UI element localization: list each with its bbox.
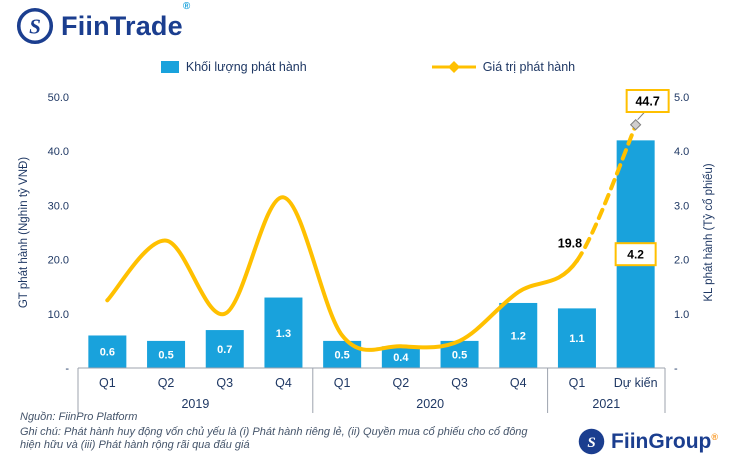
fiintrade-wordmark: FiinTrade xyxy=(61,10,183,41)
bar-value-label: 1.1 xyxy=(569,333,584,345)
bar-value-label: 1.3 xyxy=(276,328,291,340)
fiingroup-wordmark: FiinGroup xyxy=(611,429,712,453)
fiingroup-logo: S FiinGroup® xyxy=(578,428,718,455)
volume-bar-2 xyxy=(205,330,244,368)
bar-value-label: 0.4 xyxy=(393,352,409,364)
x-category-label: Q1 xyxy=(334,376,351,390)
volume-bar-0 xyxy=(88,335,127,368)
year-label: 2021 xyxy=(592,397,620,411)
x-category-label: Q2 xyxy=(158,376,175,390)
volume-bar-5 xyxy=(381,346,420,368)
right-axis-tick-label: - xyxy=(674,363,678,375)
right-axis-tick-label: 3.0 xyxy=(674,200,689,212)
right-axis-tick-label: 4.0 xyxy=(674,146,689,158)
volume-bar-1 xyxy=(147,340,186,368)
leader-line xyxy=(637,111,646,121)
bar-value-label: 0.7 xyxy=(217,344,232,356)
volume-bar-3 xyxy=(264,297,303,368)
left-axis-tick-label: 20.0 xyxy=(48,255,69,267)
x-category-label: Q3 xyxy=(216,376,233,390)
left-axis-tick-label: 50.0 xyxy=(48,92,69,104)
volume-bar-7 xyxy=(499,302,538,368)
end-marker xyxy=(629,119,642,131)
bar-value-label: 0.5 xyxy=(452,349,467,361)
bar-value-label: 0.6 xyxy=(100,347,115,359)
right-axis-tick-label: 1.0 xyxy=(674,309,689,321)
left-axis-tick-label: 30.0 xyxy=(48,200,69,212)
bar-value-label: 0.5 xyxy=(158,349,173,361)
fiingroup-registered-mark: ® xyxy=(711,431,718,442)
right-axis-tick-label: 5.0 xyxy=(674,92,689,104)
bar-value-label: 1.2 xyxy=(511,330,526,342)
footnote: Ghi chú: Phát hành huy động vốn chủ yếu … xyxy=(20,426,528,451)
x-category-label: Dự kiến xyxy=(614,376,658,390)
x-category-label: Q3 xyxy=(451,376,468,390)
x-category-label: Q4 xyxy=(275,376,292,390)
year-label: 2020 xyxy=(416,397,444,411)
right-axis-tick-label: 2.0 xyxy=(674,255,689,267)
point-value-label: 44.7 xyxy=(635,95,659,109)
x-category-label: Q2 xyxy=(393,376,410,390)
left-axis-title: GT phát hành (Nghìn tỷ VNĐ) xyxy=(18,157,30,308)
callout-box xyxy=(625,89,670,113)
svg-text:S: S xyxy=(29,14,41,38)
legend-label-volume: Khối lượng phát hành xyxy=(185,60,307,74)
legend-label-value: Giá trị phát hành xyxy=(482,60,576,74)
value-line-dashed xyxy=(575,123,638,263)
fiintrade-logo-icon: S xyxy=(16,7,54,45)
bar-value-label: 0.5 xyxy=(335,349,350,361)
fiingroup-logo-icon: S xyxy=(578,428,605,455)
left-axis-tick-label: 10.0 xyxy=(48,309,69,321)
chart-legend: Khối lượng phát hành Giá trị phát hành xyxy=(0,60,736,74)
left-axis-tick-label: 40.0 xyxy=(48,146,69,158)
bar-value-label: 4.2 xyxy=(627,248,644,262)
bar-callout-box xyxy=(614,242,657,267)
fiintrade-logo: S FiinTrade® xyxy=(16,1,190,45)
point-value-label: 19.8 xyxy=(558,237,582,251)
x-category-label: Q4 xyxy=(510,376,527,390)
x-category-label: Q1 xyxy=(99,376,116,390)
legend-item-value: Giá trị phát hành xyxy=(431,60,576,74)
svg-text:S: S xyxy=(587,435,595,451)
value-line-solid xyxy=(105,195,579,352)
x-category-label: Q1 xyxy=(569,376,586,390)
volume-bar-8 xyxy=(557,308,596,368)
line-swatch-icon xyxy=(431,61,476,73)
source-note: Nguồn: FiinPro Platform xyxy=(20,411,138,423)
bar-swatch-icon xyxy=(160,61,179,73)
right-axis-title: KL phát hành (Tỷ cổ phiếu) xyxy=(703,163,715,301)
left-axis-tick-label: - xyxy=(65,363,69,375)
year-label: 2019 xyxy=(181,397,209,411)
legend-item-volume: Khối lượng phát hành xyxy=(160,60,307,74)
registered-mark: ® xyxy=(182,0,191,12)
